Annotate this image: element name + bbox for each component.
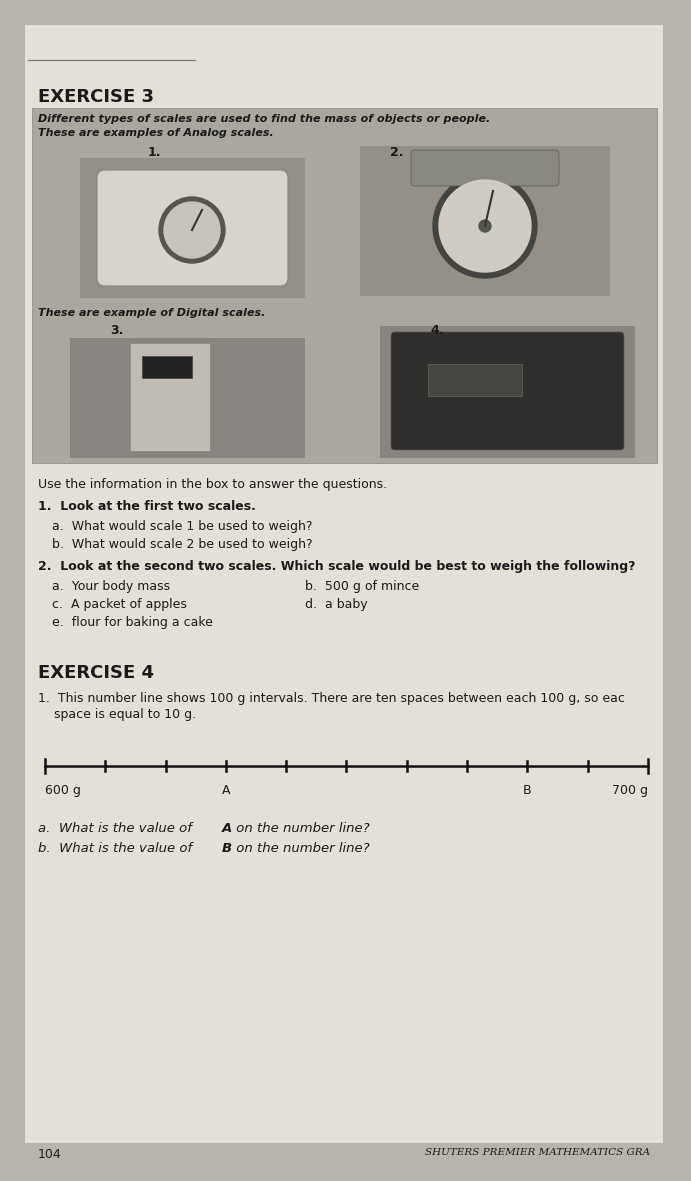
Text: a.  Your body mass: a. Your body mass bbox=[52, 580, 170, 593]
Text: b.  What would scale 2 be used to weigh?: b. What would scale 2 be used to weigh? bbox=[52, 539, 312, 552]
Text: 2.  Look at the second two scales. Which scale would be best to weigh the follow: 2. Look at the second two scales. Which … bbox=[38, 560, 636, 573]
Text: EXERCISE 3: EXERCISE 3 bbox=[38, 89, 154, 106]
Text: These are example of Digital scales.: These are example of Digital scales. bbox=[38, 308, 265, 318]
Text: b.  What is the value of: b. What is the value of bbox=[38, 842, 196, 855]
Circle shape bbox=[164, 202, 220, 257]
Text: e.  flour for baking a cake: e. flour for baking a cake bbox=[52, 616, 213, 629]
Circle shape bbox=[439, 180, 531, 272]
Text: on the number line?: on the number line? bbox=[232, 842, 370, 855]
FancyBboxPatch shape bbox=[391, 332, 624, 450]
FancyBboxPatch shape bbox=[142, 355, 192, 378]
FancyBboxPatch shape bbox=[32, 107, 657, 463]
Text: b.  500 g of mince: b. 500 g of mince bbox=[305, 580, 419, 593]
Text: space is equal to 10 g.: space is equal to 10 g. bbox=[38, 707, 196, 720]
Text: Different types of scales are used to find the mass of objects or people.: Different types of scales are used to fi… bbox=[38, 115, 490, 124]
Text: 1.  This number line shows 100 g intervals. There are ten spaces between each 10: 1. This number line shows 100 g interval… bbox=[38, 692, 625, 705]
Text: d.  a baby: d. a baby bbox=[305, 598, 368, 611]
FancyBboxPatch shape bbox=[130, 342, 210, 451]
Text: 700 g: 700 g bbox=[612, 784, 648, 797]
Text: 3.: 3. bbox=[110, 324, 124, 337]
Text: on the number line?: on the number line? bbox=[232, 822, 370, 835]
FancyBboxPatch shape bbox=[411, 150, 559, 185]
Text: 2.: 2. bbox=[390, 146, 404, 159]
Circle shape bbox=[433, 174, 537, 278]
FancyBboxPatch shape bbox=[97, 170, 288, 286]
FancyBboxPatch shape bbox=[80, 158, 305, 298]
Circle shape bbox=[479, 220, 491, 231]
Text: 104: 104 bbox=[38, 1148, 61, 1161]
Text: c.  A packet of apples: c. A packet of apples bbox=[52, 598, 187, 611]
FancyBboxPatch shape bbox=[360, 146, 610, 296]
Text: EXERCISE 4: EXERCISE 4 bbox=[38, 664, 154, 681]
Text: A: A bbox=[222, 784, 230, 797]
Text: 1.  Look at the first two scales.: 1. Look at the first two scales. bbox=[38, 500, 256, 513]
Circle shape bbox=[159, 197, 225, 263]
Text: Use the information in the box to answer the questions.: Use the information in the box to answer… bbox=[38, 478, 387, 491]
Text: 1.: 1. bbox=[148, 146, 162, 159]
Text: B: B bbox=[222, 842, 232, 855]
FancyBboxPatch shape bbox=[380, 326, 635, 458]
Text: These are examples of Analog scales.: These are examples of Analog scales. bbox=[38, 128, 274, 138]
Text: a.  What is the value of: a. What is the value of bbox=[38, 822, 196, 835]
Text: 600 g: 600 g bbox=[45, 784, 81, 797]
Text: A: A bbox=[222, 822, 232, 835]
FancyBboxPatch shape bbox=[25, 25, 663, 1143]
Text: a.  What would scale 1 be used to weigh?: a. What would scale 1 be used to weigh? bbox=[52, 520, 312, 533]
FancyBboxPatch shape bbox=[428, 364, 522, 396]
Text: B: B bbox=[523, 784, 531, 797]
Text: SHUTERS PREMIER MATHEMATICS GRA: SHUTERS PREMIER MATHEMATICS GRA bbox=[425, 1148, 650, 1157]
FancyBboxPatch shape bbox=[70, 338, 305, 458]
Text: 4.: 4. bbox=[430, 324, 444, 337]
